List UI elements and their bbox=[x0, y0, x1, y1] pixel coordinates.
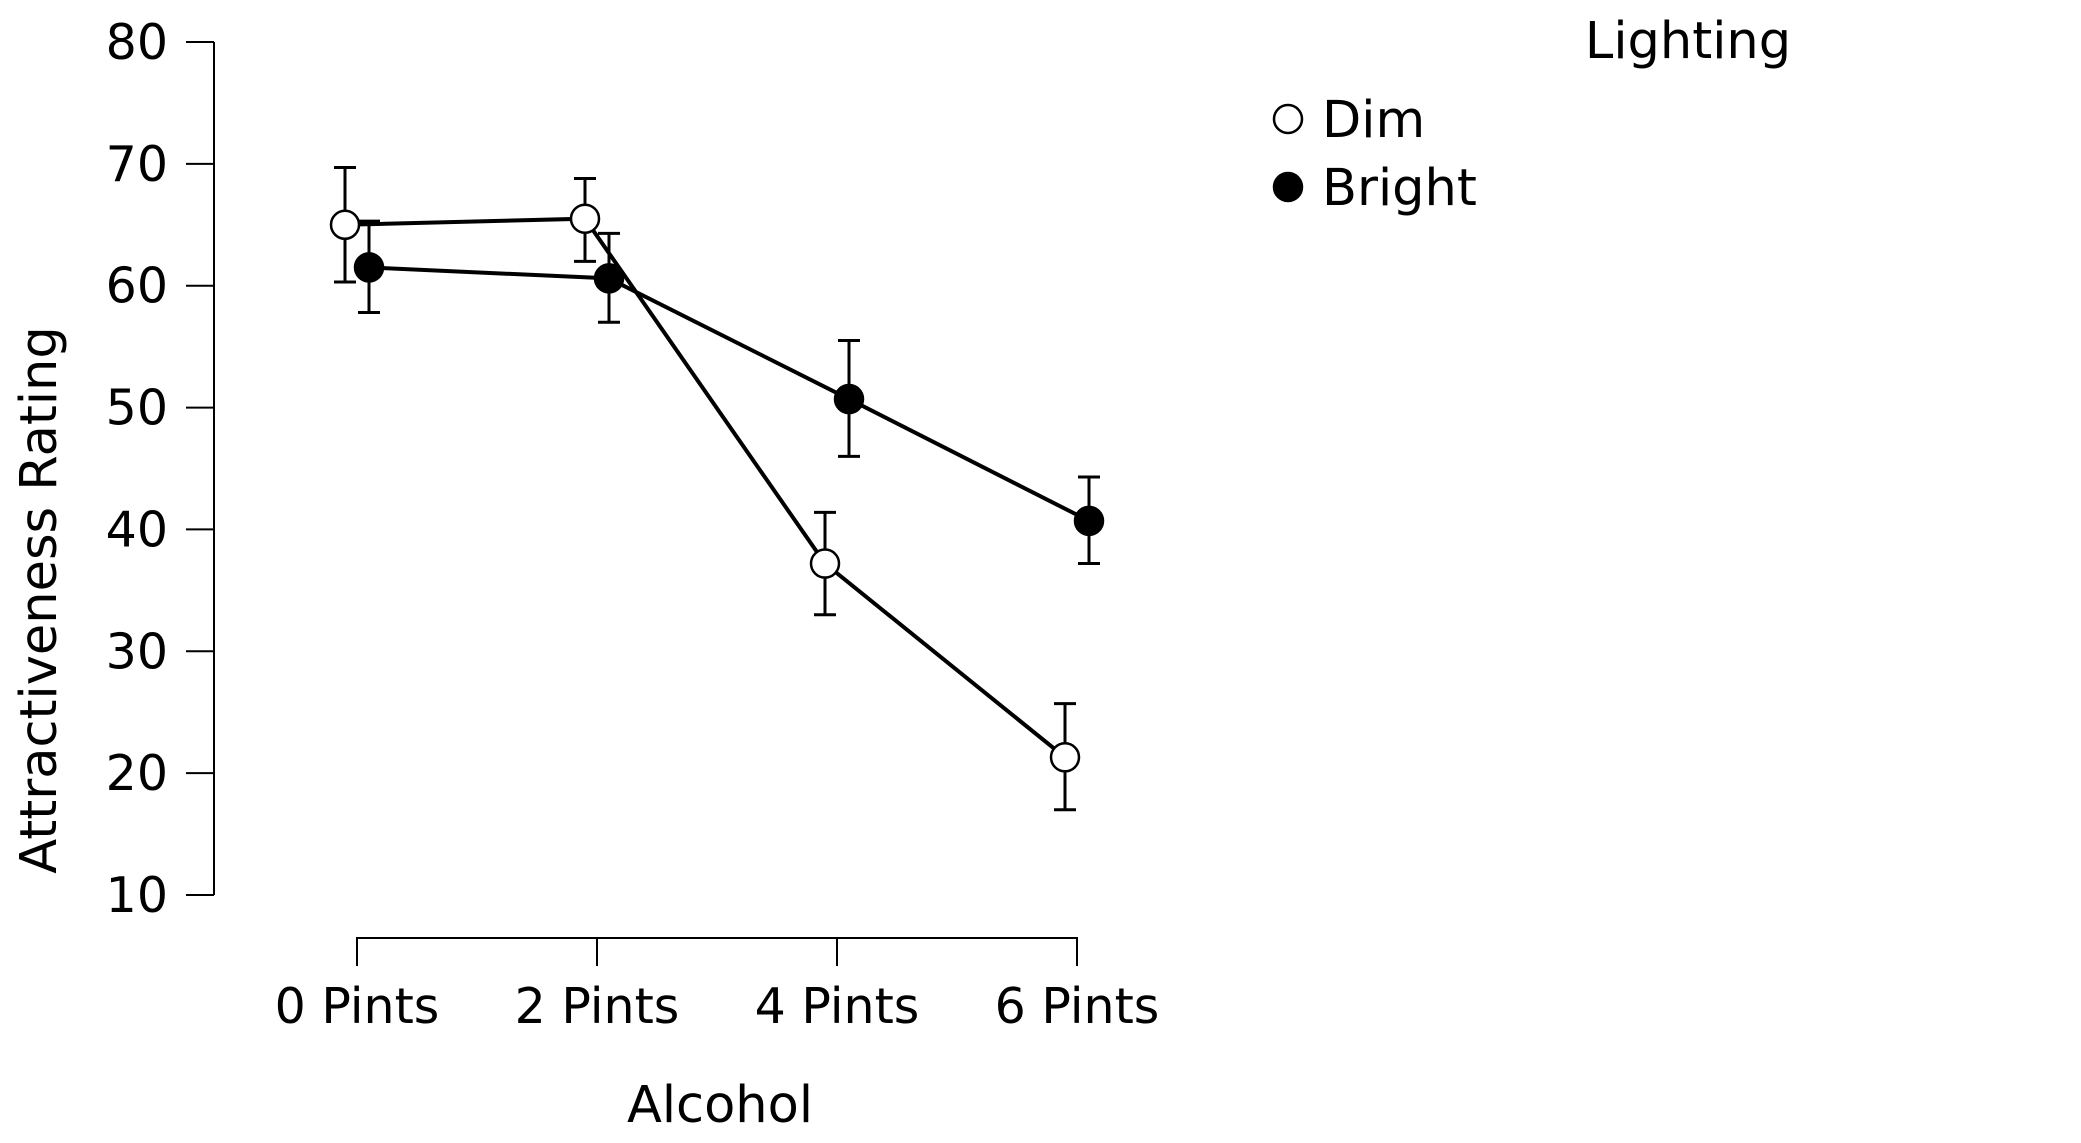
data-point bbox=[593, 263, 625, 294]
y-tick-label: 10 bbox=[106, 867, 168, 924]
legend-item-bright: Bright bbox=[1272, 159, 1477, 218]
series-line bbox=[368, 265, 1090, 523]
data-point bbox=[329, 209, 361, 241]
series-dim bbox=[329, 166, 1081, 812]
y-tick-label: 40 bbox=[106, 501, 168, 558]
data-point bbox=[1073, 505, 1105, 537]
x-tick-label: 2 Pints bbox=[515, 978, 680, 1035]
y-tick-label: 80 bbox=[106, 14, 168, 71]
x-axis-title: Alcohol bbox=[627, 1076, 813, 1135]
data-point bbox=[1049, 742, 1081, 773]
y-tick-label: 70 bbox=[106, 136, 168, 193]
data-point bbox=[569, 203, 601, 234]
legend-label: Dim bbox=[1322, 91, 1425, 150]
series-layer bbox=[329, 166, 1105, 812]
legend-item-dim: Dim bbox=[1272, 91, 1425, 150]
data-point bbox=[833, 383, 865, 415]
legend-items: Dim Bright bbox=[1272, 91, 1477, 218]
legend-marker bbox=[1272, 171, 1304, 203]
series-bright bbox=[353, 219, 1105, 566]
data-point bbox=[809, 548, 841, 579]
legend-label: Bright bbox=[1322, 159, 1477, 218]
legend: Lighting Dim Bright bbox=[1272, 12, 1791, 218]
y-axis-ticks: 10 20 30 40 50 60 70 80 bbox=[106, 14, 214, 924]
legend-marker bbox=[1272, 103, 1304, 135]
y-tick-label: 60 bbox=[106, 258, 168, 315]
x-tick-label: 0 Pints bbox=[275, 978, 440, 1035]
y-axis-title: Attractiveness Rating bbox=[10, 326, 69, 873]
data-point bbox=[353, 252, 385, 283]
legend-title: Lighting bbox=[1585, 12, 1791, 71]
series-line bbox=[344, 216, 1067, 759]
x-tick-label: 6 Pints bbox=[995, 978, 1160, 1035]
y-tick-label: 20 bbox=[106, 745, 168, 802]
x-axis-ticks: 0 Pints 2 Pints 4 Pints 6 Pints bbox=[275, 937, 1160, 1035]
y-tick-label: 30 bbox=[106, 623, 168, 680]
x-tick-label: 4 Pints bbox=[755, 978, 920, 1035]
y-tick-label: 50 bbox=[106, 380, 168, 437]
